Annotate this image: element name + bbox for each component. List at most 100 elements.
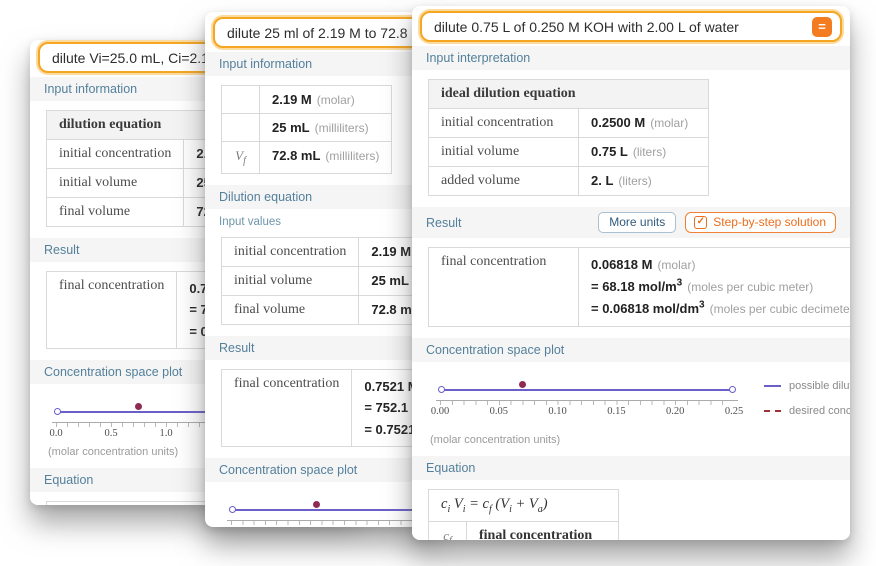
axis-tick-label: 0.5 bbox=[104, 428, 118, 440]
row-label: final volume bbox=[220, 294, 360, 325]
step-by-step-label: Step-by-step solution bbox=[713, 215, 826, 229]
table-row: initial concentration 2.19 M(m bbox=[220, 236, 435, 267]
row-label: initial volume bbox=[45, 168, 185, 198]
table-row: initial concentration 0.2500 M (molar) bbox=[428, 108, 709, 138]
subsection-header-input-values: Input values bbox=[219, 215, 282, 228]
step-by-step-button[interactable]: ✓ Step-by-step solution bbox=[685, 212, 836, 233]
result-pod: final concentration 0.06818 M (molar) = 6… bbox=[412, 238, 850, 339]
section-header-label: Result bbox=[44, 243, 80, 257]
table-row: Vf 72.8 mL (milliliters) bbox=[221, 141, 393, 174]
section-header-label: Result bbox=[426, 215, 462, 230]
row-value: 72.8 mL (milliliters) bbox=[258, 141, 393, 174]
unit-annotation: (moles per cubic meter) bbox=[687, 280, 814, 295]
result-card-front: dilute 0.75 L of 0.250 M KOH with 2.00 L… bbox=[412, 6, 850, 540]
row-value: 0.2500 M (molar) bbox=[578, 108, 709, 138]
possible-dilutions-line bbox=[229, 506, 435, 514]
row-label: final concentration bbox=[220, 368, 353, 448]
row-value: 2. L (liters) bbox=[578, 166, 709, 196]
concentration-space-plot: 0.0 0.5 1.0 bbox=[30, 384, 360, 444]
unit-annotation: (milliliters) bbox=[314, 121, 369, 135]
table-row: initial volume 0.75 L (liters) bbox=[428, 137, 709, 167]
line-endpoint-icon bbox=[229, 506, 236, 514]
table-row: cf final concentration bbox=[428, 520, 619, 540]
axis-tick-label: 0.0 bbox=[49, 428, 63, 440]
input-values-pod: initial concentration 2.19 M(m initial v… bbox=[205, 227, 435, 336]
equation-pod: ci Vi = cf (Vi + Va) cf final concentrat… bbox=[412, 480, 850, 540]
symbol-cell: cf bbox=[428, 520, 467, 540]
plot-area: 0.0 0.5 1.0 bbox=[46, 396, 330, 442]
result-table: final concentration 0.06818 M (molar) = 6… bbox=[428, 246, 850, 328]
row-value: 0.06818 M (molar) = 68.18 mol/m3 (moles pe… bbox=[578, 246, 850, 328]
line-endpoint-icon bbox=[438, 386, 445, 394]
result-table: final concentration 0.7521 M(m = 752.1 m… bbox=[220, 368, 435, 448]
query-text: dilute Vi=25.0 mL, Ci=2.19M, V bbox=[52, 49, 246, 66]
table-row: ci Vi = cf (Vi + Va) bbox=[428, 489, 619, 522]
row-label: initial concentration bbox=[220, 236, 360, 267]
legend-item: desired concentration bbox=[764, 405, 850, 417]
equation-formula: ci Vi = cf (Vi + Va) bbox=[428, 489, 619, 522]
axis-tick-label: 1.0 bbox=[337, 526, 350, 527]
unit-annotation: (milliliters) bbox=[325, 149, 380, 163]
plot-axis bbox=[227, 520, 435, 522]
section-header-concentration-plot: Concentration space plot bbox=[205, 458, 435, 483]
result-value-line: 0.06818 M (molar) bbox=[591, 257, 696, 272]
desired-concentration-point bbox=[313, 501, 320, 509]
section-header-label: Result bbox=[219, 340, 255, 355]
line-endpoint-icon bbox=[54, 408, 61, 416]
row-label: final concentration bbox=[428, 246, 579, 328]
axis-tick-label: 0.20 bbox=[666, 406, 685, 418]
legend-label: desired concentration bbox=[789, 405, 850, 418]
input-values-table: initial concentration 2.19 M(m initial v… bbox=[220, 236, 435, 325]
desired-concentration-swatch-icon bbox=[764, 410, 781, 413]
plot-units-label: (molar concentration units) bbox=[430, 434, 561, 447]
plot-legend: possible dilutions desired concentration bbox=[764, 374, 850, 430]
axis-ticks bbox=[440, 401, 734, 406]
result-card-middle: dilute 25 ml of 2.19 M to 72.8 ml Input … bbox=[205, 12, 435, 527]
axis-tick-label: 0.05 bbox=[489, 406, 508, 418]
row-label: added volume bbox=[428, 166, 579, 196]
legend-item: possible dilutions bbox=[764, 380, 850, 392]
axis-ticks bbox=[56, 423, 326, 428]
checkbox-checked-icon: ✓ bbox=[694, 215, 708, 229]
legend-label: possible dilutions bbox=[789, 380, 850, 393]
query-input-front[interactable]: dilute 0.75 L of 0.250 M KOH with 2.00 L… bbox=[420, 11, 842, 42]
compute-equals-icon[interactable]: = bbox=[812, 16, 832, 37]
table-header: ideal dilution equation bbox=[428, 79, 709, 109]
row-label: final volume bbox=[45, 197, 185, 227]
query-input-middle[interactable]: dilute 25 ml of 2.19 M to 72.8 ml bbox=[213, 17, 427, 48]
input-interpretation-table: ideal dilution equation initial concentr… bbox=[428, 79, 709, 196]
row-value: 2.19 M (molar) bbox=[258, 85, 393, 114]
plot-area: 0.00 0.05 0.10 0.15 0.20 0.25 bbox=[428, 374, 746, 420]
symbol-cell bbox=[221, 85, 260, 114]
table-row: final volume 72.8 mL(m bbox=[220, 294, 435, 325]
section-header-label: Equation bbox=[44, 473, 94, 488]
row-label: initial volume bbox=[220, 265, 360, 296]
axis-tick-label: 0.15 bbox=[607, 406, 626, 418]
axis-tick-label: 1.5 bbox=[393, 526, 406, 527]
row-value: 0.75 L (liters) bbox=[578, 137, 709, 167]
input-information-pod: 2.19 M (molar) 25 mL (milliliters) Vf 72.8… bbox=[205, 76, 435, 185]
row-label: final concentration bbox=[466, 520, 619, 540]
unit-annotation: (molar) bbox=[316, 93, 355, 107]
section-header-result: Result bbox=[205, 335, 435, 360]
row-label: final concentration bbox=[45, 270, 178, 350]
section-header-label: Dilution equation bbox=[219, 189, 313, 204]
symbol-cell bbox=[221, 113, 260, 142]
axis-tick-label: 1.0 bbox=[159, 428, 173, 440]
section-header-label: Equation bbox=[426, 461, 476, 476]
desired-concentration-point bbox=[135, 403, 142, 411]
unit-annotation: (liters) bbox=[632, 145, 667, 159]
section-header-label: Concentration space plot bbox=[219, 463, 358, 478]
section-header-input-information: Input information bbox=[205, 52, 435, 76]
section-header-label: Concentration space plot bbox=[44, 365, 183, 380]
more-units-button[interactable]: More units bbox=[598, 212, 677, 233]
plot-area: 0.0 0.5 1.0 1.5 bbox=[221, 494, 435, 527]
row-value: 25 mL (milliliters) bbox=[258, 113, 393, 142]
section-header-concentration-plot: Concentration space plot bbox=[412, 338, 850, 363]
section-header-equation: Equation bbox=[412, 456, 850, 481]
unit-annotation: (molar) bbox=[650, 116, 689, 130]
line-endpoint-icon bbox=[729, 386, 736, 394]
axis-tick-label: 0.10 bbox=[548, 406, 567, 418]
axis-tick-label: 0.25 bbox=[724, 406, 744, 418]
table-row: final concentration 0.7521 M(m = 752.1 m… bbox=[220, 368, 435, 448]
